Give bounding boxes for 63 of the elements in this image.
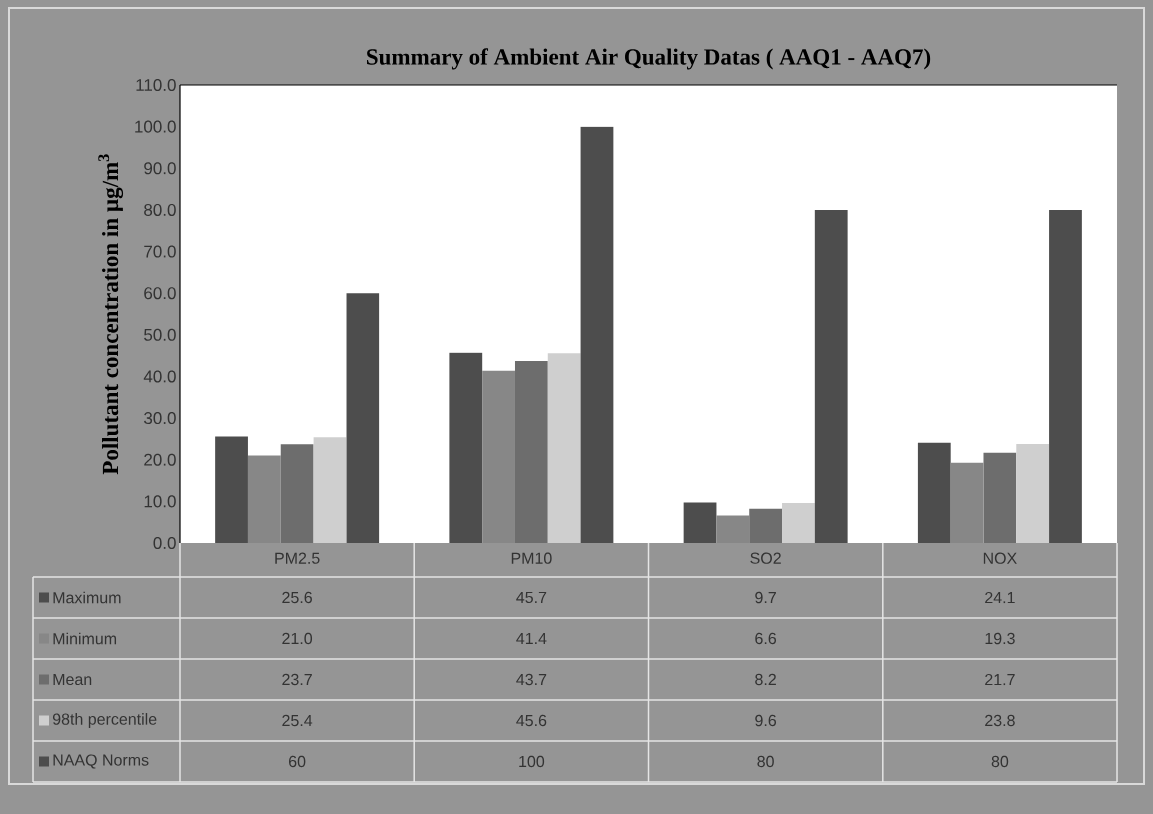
bar [716,515,750,543]
data-label: 21.7 [985,673,1015,686]
bar [782,503,815,543]
bar [215,436,248,543]
data-label: 80 [757,755,774,768]
y-tick-label: 20.0 [144,453,176,466]
data-label: 23.8 [985,714,1015,727]
data-label: 24.1 [985,591,1015,604]
data-label: 6.6 [755,632,777,645]
data-label: 25.4 [282,714,313,727]
data-label: 9.6 [755,714,777,727]
bar [247,455,281,543]
y-tick-label: 0.0 [153,536,176,550]
bar [280,444,314,543]
data-label: 23.7 [282,673,312,686]
y-tick-label: 80.0 [144,203,176,216]
data-label: 60 [289,755,306,768]
bar [346,293,380,543]
data-label: 21.0 [282,632,313,645]
data-label: 43.7 [516,673,547,686]
data-label: 19.3 [985,632,1015,645]
bar [814,209,848,543]
bar [1049,209,1082,543]
bar [482,370,515,543]
chart-title: Summary of Ambient Air Quality Datas ( AAQ1 - AAQ7) [367,48,931,70]
x-tick-label: PM2.5 [275,552,320,564]
y-tick-label: 30.0 [144,412,176,425]
bar [917,442,951,543]
bar [313,437,347,543]
bar [1016,443,1050,543]
y-tick-label: 60.0 [144,287,176,300]
data-label: 41.4 [516,632,547,644]
data-label: 9.7 [755,591,776,604]
bar [950,462,984,543]
bar [749,508,783,543]
data-label: 25.6 [282,591,312,604]
y-tick-label: 70.0 [144,245,176,258]
x-tick-label: PM10 [511,552,552,564]
y-tick-label: 10.0 [144,495,176,508]
legend-label: NAAQ Norms [53,754,149,769]
legend-label: Minimum [53,632,117,645]
data-label: 100 [519,755,545,768]
y-axis-title: Pollutant concentration in µg/m$^{3}$ [98,154,124,475]
bar [983,452,1017,543]
bar [547,353,581,543]
data-label: 80 [991,755,1009,768]
bar [514,361,548,543]
data-label: 45.7 [516,591,547,604]
data-label: 45.6 [516,714,547,727]
y-tick-label: 90.0 [144,162,176,175]
legend-label: Mean [53,673,92,686]
bar [683,502,717,543]
x-tick-label: NOX [983,552,1017,564]
bar [449,352,483,543]
bar [580,126,614,543]
y-tick-label: 110.0 [136,78,176,92]
y-tick-label: 100.0 [135,120,176,133]
legend-label: Maximum [53,591,121,604]
data-label: 8.2 [755,673,776,686]
legend-label: 98th percentile [52,713,157,728]
y-tick-label: 40.0 [143,370,176,383]
x-tick-label: SO2 [750,552,781,564]
y-tick-label: 50.0 [144,328,176,341]
